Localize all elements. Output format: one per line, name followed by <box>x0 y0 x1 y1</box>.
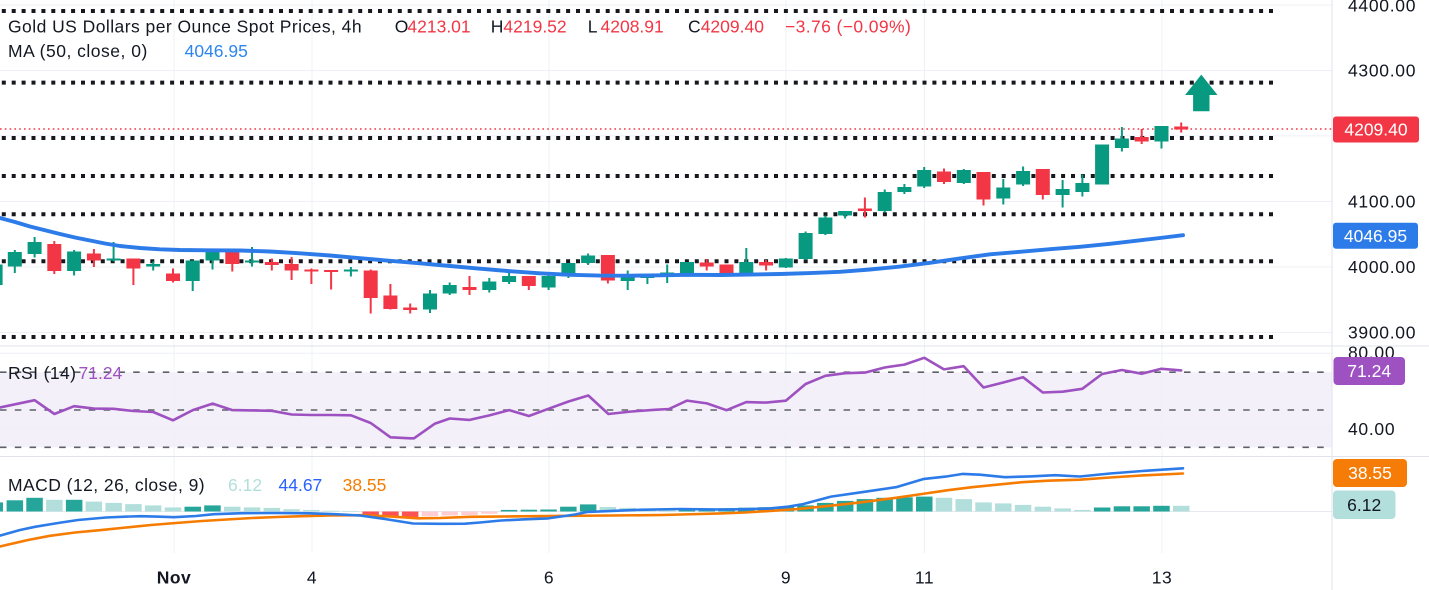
svg-text:4400.00: 4400.00 <box>1348 0 1416 16</box>
svg-text:6: 6 <box>544 568 554 588</box>
svg-text:71.24: 71.24 <box>1347 361 1391 381</box>
svg-text:13: 13 <box>1152 568 1172 588</box>
svg-text:3900.00: 3900.00 <box>1348 323 1416 343</box>
svg-text:RSI (14)71.24: RSI (14) 71.24 <box>8 363 123 383</box>
svg-text:4: 4 <box>307 568 317 588</box>
svg-text:40.00: 40.00 <box>1348 419 1395 439</box>
svg-text:4000.00: 4000.00 <box>1348 257 1416 277</box>
svg-text:4300.00: 4300.00 <box>1348 61 1416 81</box>
svg-text:Nov: Nov <box>157 568 192 588</box>
svg-text:4100.00: 4100.00 <box>1348 192 1416 212</box>
svg-text:4209.40: 4209.40 <box>1344 120 1408 140</box>
svg-text:11: 11 <box>915 568 934 588</box>
svg-text:Gold US Dollars per Ounce Spot: Gold US Dollars per Ounce Spot Prices, 4… <box>8 17 911 37</box>
svg-text:MA (50, close, 0)4046.95: MA (50, close, 0) 4046.95 <box>8 41 248 61</box>
svg-text:6.12: 6.12 <box>1347 495 1381 515</box>
svg-text:9: 9 <box>781 568 791 588</box>
svg-text:4046.95: 4046.95 <box>1344 226 1407 246</box>
svg-text:38.55: 38.55 <box>1348 463 1392 483</box>
